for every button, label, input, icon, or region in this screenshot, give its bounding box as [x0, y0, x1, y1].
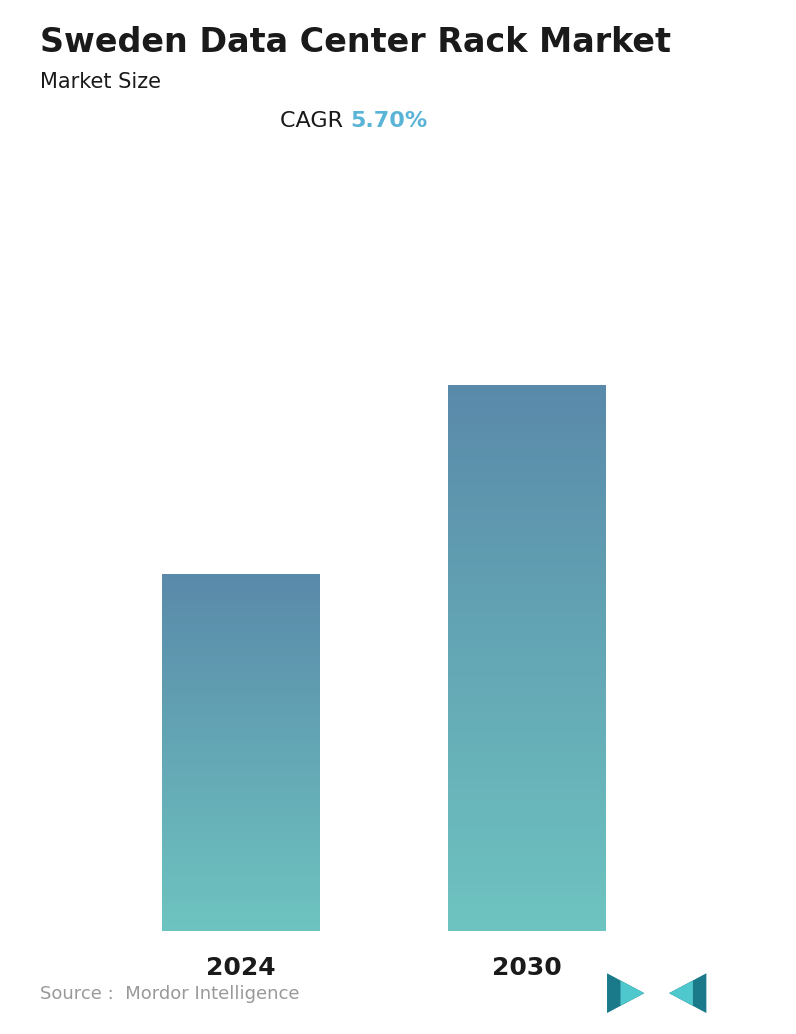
Polygon shape — [669, 980, 693, 1006]
Polygon shape — [621, 980, 644, 1006]
Text: Source :  Mordor Intelligence: Source : Mordor Intelligence — [40, 985, 299, 1003]
Polygon shape — [669, 973, 706, 1013]
Text: 2024: 2024 — [205, 956, 275, 980]
Text: Market Size: Market Size — [40, 72, 161, 92]
Polygon shape — [607, 973, 644, 1013]
Text: 5.70%: 5.70% — [350, 111, 427, 130]
Text: 2030: 2030 — [492, 956, 562, 980]
Text: Sweden Data Center Rack Market: Sweden Data Center Rack Market — [40, 26, 671, 59]
Text: CAGR: CAGR — [280, 111, 350, 130]
